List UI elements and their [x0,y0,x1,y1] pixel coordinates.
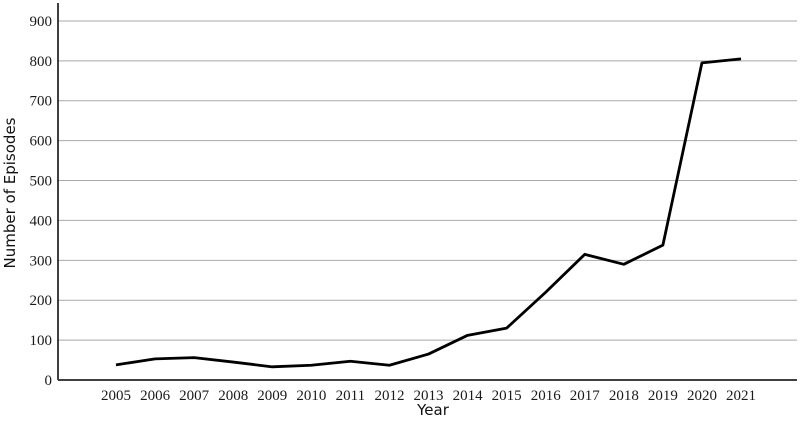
x-tick-label-2013: 2013 [414,388,444,404]
x-tick-label-2021: 2021 [726,388,756,404]
y-tick-label-300: 300 [30,253,53,269]
x-tick-label-2011: 2011 [336,388,365,404]
x-tick-label-2006: 2006 [140,388,171,404]
y-tick-label-500: 500 [30,174,53,190]
y-tick-label-900: 900 [30,14,53,30]
x-tick-label-2019: 2019 [648,388,678,404]
x-tick-label-2005: 2005 [101,388,131,404]
y-tick-label-400: 400 [30,213,53,229]
y-tick-label-700: 700 [30,94,53,110]
x-tick-label-2009: 2009 [257,388,287,404]
x-tick-label-2007: 2007 [179,388,210,404]
y-tick-label-0: 0 [45,373,53,389]
horizontal-gridlines [58,20,797,341]
x-tick-label-2016: 2016 [531,388,562,404]
y-tick-label-600: 600 [30,134,53,150]
y-tick-label-200: 200 [30,293,53,309]
x-axis-tick-labels: 2005 2006 2007 2008 2009 2010 2011 2012 2013 2014… [101,388,756,404]
x-axis-title: Year [416,401,450,419]
x-tick-label-2018: 2018 [609,388,639,404]
x-tick-label-2015: 2015 [492,388,522,404]
x-tick-label-2010: 2010 [296,388,326,404]
y-tick-label-800: 800 [30,54,53,70]
x-tick-label-2014: 2014 [453,388,484,404]
y-axis-tick-labels: 0 100 200 300 400 500 600 700 800 900 [30,14,53,389]
x-tick-label-2017: 2017 [570,388,601,404]
x-tick-label-2020: 2020 [687,388,717,404]
episodes-data-line [115,57,742,369]
x-tick-label-2012: 2012 [374,388,404,404]
x-tick-label-2008: 2008 [218,388,248,404]
y-axis-title: Number of Episodes [1,117,19,268]
y-tick-label-100: 100 [30,333,53,349]
